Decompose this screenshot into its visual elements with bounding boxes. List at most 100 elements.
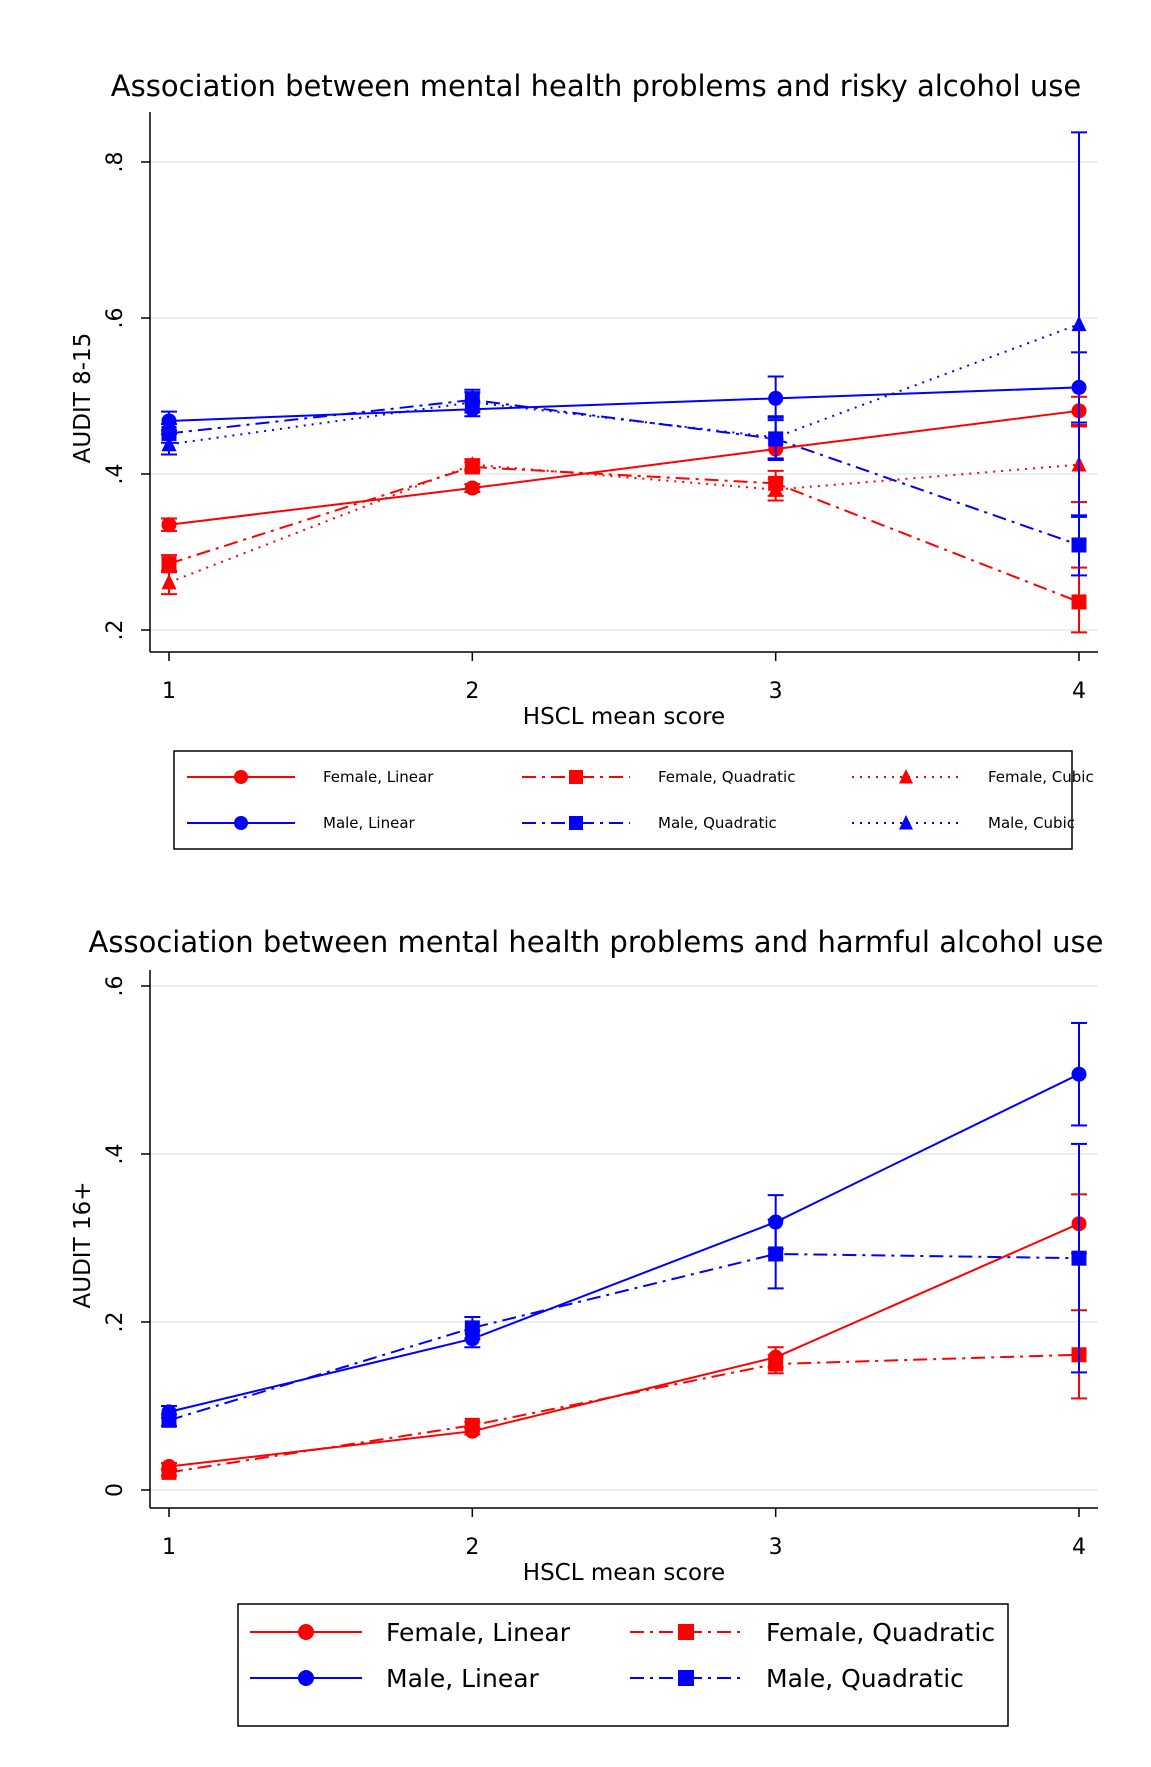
legend-marker <box>234 816 248 830</box>
chart-2-y-axis-label: AUDIT 16+ <box>70 1182 96 1309</box>
chart-2-series-female-linear <box>161 1193 1087 1474</box>
chart-1-y-tick-label: .4 <box>103 464 128 485</box>
chart-1-y-tick-label: .2 <box>103 620 128 641</box>
data-point <box>161 435 177 452</box>
chart-2-legend: Female, Linear Female, Quadratic Male, Lin… <box>237 1603 1009 1727</box>
chart-1-series-male-quadratic <box>161 388 1087 577</box>
legend-label: Female, Cubic <box>988 768 1094 786</box>
data-point <box>768 390 784 406</box>
series-line <box>168 1252 1080 1422</box>
data-point <box>161 1412 177 1428</box>
data-point <box>1071 1250 1087 1266</box>
legend-marker <box>899 814 913 830</box>
chart-2-y-tick-label: 0 <box>103 1483 128 1497</box>
legend-entry-female-linear: Female, Linear <box>187 768 434 786</box>
series-line <box>168 386 1080 422</box>
legend-label: Male, Linear <box>386 1664 540 1693</box>
chart-2-x-axis-label: HSCL mean score <box>523 1560 725 1586</box>
chart-2-series-male-linear <box>161 1021 1087 1420</box>
chart-2-legend-box <box>237 1603 1009 1727</box>
chart-2-x-tick-label: 3 <box>769 1535 783 1560</box>
legend-label: Male, Linear <box>323 814 416 832</box>
series-line <box>168 463 1080 584</box>
legend-entry-male-cubic: Male, Cubic <box>852 814 1075 832</box>
legend-marker <box>899 768 913 784</box>
chart-1-series-female-linear <box>161 395 1087 533</box>
data-point <box>1071 537 1087 553</box>
legend-label: Male, Quadratic <box>766 1664 964 1693</box>
chart-2-series-male-quadratic <box>161 1142 1087 1428</box>
chart-2-y-tick-label: .4 <box>103 1144 128 1165</box>
legend-entry-male-quadratic: Male, Quadratic <box>630 1664 964 1693</box>
chart-1-series-female-cubic <box>161 425 1087 596</box>
legend-entry-female-linear: Female, Linear <box>250 1618 571 1647</box>
chart-1-series-female-quadratic <box>161 459 1087 634</box>
legend-entry-female-cubic: Female, Cubic <box>852 768 1094 786</box>
legend-label: Male, Cubic <box>988 814 1075 832</box>
data-point <box>1071 315 1087 332</box>
chart-2-series <box>161 1021 1087 1480</box>
chart-risky-alcohol-use: Association between mental health proble… <box>70 69 1098 850</box>
legend-marker <box>234 770 248 784</box>
chart-1-axes: .2 .4 .6 .8 1 2 3 4 <box>103 112 1098 704</box>
chart-1-series <box>161 131 1087 634</box>
series-line <box>168 465 1080 603</box>
series-line <box>168 1073 1080 1413</box>
chart-1-series-male-cubic <box>161 131 1087 518</box>
chart-1-gridlines <box>150 161 1098 631</box>
chart-1-y-tick-label: .8 <box>103 152 128 173</box>
series-line <box>168 1353 1080 1474</box>
legend-label: Female, Linear <box>386 1618 571 1647</box>
data-point <box>464 456 480 472</box>
data-point <box>161 517 177 533</box>
chart-2-series-female-quadratic <box>161 1309 1087 1480</box>
data-point <box>161 556 177 572</box>
chart-2-y-tick-label: .6 <box>103 976 128 997</box>
chart-2-y-tick-label: .2 <box>103 1312 128 1333</box>
chart-1-title: Association between mental health proble… <box>111 69 1081 103</box>
chart-2-x-tick-label: 1 <box>162 1535 176 1560</box>
data-point <box>464 480 480 496</box>
legend-marker <box>678 1624 694 1640</box>
legend-entry-male-quadratic: Male, Quadratic <box>522 814 777 832</box>
series-line <box>168 409 1080 526</box>
data-point <box>768 1356 784 1372</box>
chart-1-legend-box <box>173 750 1073 850</box>
legend-marker <box>569 816 583 830</box>
chart-1-x-tick-label: 2 <box>465 679 479 704</box>
data-point <box>464 1417 480 1433</box>
series-line <box>168 398 1080 546</box>
series-line <box>168 1222 1080 1468</box>
data-point <box>161 573 177 590</box>
chart-2-title: Association between mental health proble… <box>89 925 1104 959</box>
chart-2-axes: 0 .2 .4 .6 1 2 3 4 <box>103 970 1098 1560</box>
chart-1-x-tick-label: 4 <box>1072 679 1086 704</box>
legend-entry-female-quadratic: Female, Quadratic <box>522 768 795 786</box>
legend-entry-male-linear: Male, Linear <box>250 1664 540 1693</box>
chart-2-x-tick-label: 4 <box>1072 1535 1086 1560</box>
chart-1-y-tick-label: .6 <box>103 308 128 329</box>
chart-2-x-tick-label: 2 <box>465 1535 479 1560</box>
chart-1-x-axis-label: HSCL mean score <box>523 704 725 730</box>
data-point <box>464 1320 480 1336</box>
chart-1-y-axis-label: AUDIT 8-15 <box>70 333 96 464</box>
data-point <box>161 1464 177 1480</box>
legend-marker <box>298 1624 314 1640</box>
data-point <box>464 393 480 410</box>
data-point <box>1071 1066 1087 1082</box>
legend-marker <box>678 1670 694 1686</box>
chart-harmful-alcohol-use: Association between mental health proble… <box>70 925 1104 1727</box>
data-point <box>768 480 784 497</box>
legend-label: Female, Linear <box>323 768 434 786</box>
legend-entry-female-quadratic: Female, Quadratic <box>630 1618 995 1647</box>
chart-1-x-tick-label: 3 <box>769 679 783 704</box>
chart-2-gridlines <box>150 985 1098 1491</box>
legend-label: Male, Quadratic <box>658 814 777 832</box>
legend-entry-male-linear: Male, Linear <box>187 814 416 832</box>
chart-1-legend: Female, Linear Female, Quadratic Female, C… <box>173 750 1094 850</box>
data-point <box>768 428 784 445</box>
data-point <box>768 1246 784 1262</box>
chart-1-x-tick-label: 1 <box>162 679 176 704</box>
series-line <box>168 323 1080 446</box>
